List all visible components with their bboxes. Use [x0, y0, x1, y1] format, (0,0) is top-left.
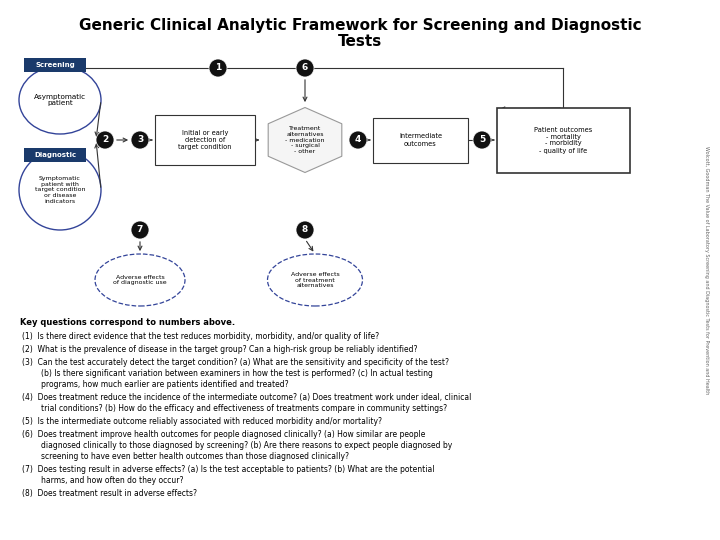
Text: Initial or early
detection of
target condition: Initial or early detection of target con… — [179, 130, 232, 150]
Text: Diagnostic: Diagnostic — [34, 152, 76, 158]
Text: 8: 8 — [302, 226, 308, 234]
Text: Screening: Screening — [35, 62, 75, 68]
Circle shape — [131, 131, 149, 149]
Circle shape — [296, 221, 314, 239]
FancyBboxPatch shape — [497, 108, 630, 173]
Text: Wolcott, Goodman The Value of Laboratory Screening and Diagnostic Tests for Prev: Wolcott, Goodman The Value of Laboratory… — [704, 146, 709, 394]
Circle shape — [96, 131, 114, 149]
Text: Adverse effects
of treatment
alternatives: Adverse effects of treatment alternative… — [291, 272, 339, 288]
Text: (8)  Does treatment result in adverse effects?: (8) Does treatment result in adverse eff… — [22, 489, 197, 498]
FancyBboxPatch shape — [373, 118, 468, 163]
Text: Treatment
alternatives
- medication
- surgical
- other: Treatment alternatives - medication - su… — [285, 126, 325, 154]
Text: Adverse effects
of diagnostic use: Adverse effects of diagnostic use — [113, 275, 167, 286]
Text: 5: 5 — [479, 136, 485, 145]
Text: trial conditions? (b) How do the efficacy and effectiveness of treatments compar: trial conditions? (b) How do the efficac… — [22, 404, 447, 413]
Text: harms, and how often do they occur?: harms, and how often do they occur? — [22, 476, 184, 485]
Text: 6: 6 — [302, 64, 308, 72]
Circle shape — [349, 131, 367, 149]
Text: 1: 1 — [215, 64, 221, 72]
Text: (2)  What is the prevalence of disease in the target group? Can a high-risk grou: (2) What is the prevalence of disease in… — [22, 345, 418, 354]
Text: 2: 2 — [102, 136, 108, 145]
Text: Intermediate
outcomes: Intermediate outcomes — [399, 133, 442, 146]
Circle shape — [473, 131, 491, 149]
Text: programs, how much earlier are patients identified and treated?: programs, how much earlier are patients … — [22, 380, 289, 389]
Text: (4)  Does treatment reduce the incidence of the intermediate outcome? (a) Does t: (4) Does treatment reduce the incidence … — [22, 393, 472, 402]
Text: Patient outcomes
- mortality
- morbidity
- quality of life: Patient outcomes - mortality - morbidity… — [534, 126, 593, 153]
Circle shape — [209, 59, 227, 77]
Text: (6)  Does treatment improve health outcomes for people diagnosed clinically? (a): (6) Does treatment improve health outcom… — [22, 430, 426, 439]
FancyBboxPatch shape — [24, 148, 86, 162]
Text: Tests: Tests — [338, 34, 382, 49]
Circle shape — [296, 59, 314, 77]
Text: Asymptomatic
patient: Asymptomatic patient — [34, 93, 86, 106]
Text: 4: 4 — [355, 136, 361, 145]
Text: Key questions correspond to numbers above.: Key questions correspond to numbers abov… — [20, 318, 235, 327]
Circle shape — [131, 221, 149, 239]
Text: 7: 7 — [137, 226, 143, 234]
Text: (3)  Can the test accurately detect the target condition? (a) What are the sensi: (3) Can the test accurately detect the t… — [22, 358, 449, 367]
Text: (7)  Does testing result in adverse effects? (a) Is the test acceptable to patie: (7) Does testing result in adverse effec… — [22, 465, 434, 474]
Text: (5)  Is the intermediate outcome reliably associated with reduced morbidity and/: (5) Is the intermediate outcome reliably… — [22, 417, 382, 426]
FancyBboxPatch shape — [155, 115, 255, 165]
FancyBboxPatch shape — [24, 58, 86, 72]
Text: (b) Is there significant variation between examiners in how the test is performe: (b) Is there significant variation betwe… — [22, 369, 433, 378]
Text: (1)  Is there direct evidence that the test reduces morbidity, morbidity, and/or: (1) Is there direct evidence that the te… — [22, 332, 379, 341]
Text: Symptomatic
patient with
target condition
or disease
indicators: Symptomatic patient with target conditio… — [35, 176, 85, 204]
Polygon shape — [268, 107, 342, 172]
Text: Generic Clinical Analytic Framework for Screening and Diagnostic: Generic Clinical Analytic Framework for … — [78, 18, 642, 33]
Text: screening to have even better health outcomes than those diagnosed clinically?: screening to have even better health out… — [22, 452, 349, 461]
Text: 3: 3 — [137, 136, 143, 145]
Text: diagnosed clinically to those diagnosed by screening? (b) Are there reasons to e: diagnosed clinically to those diagnosed … — [22, 441, 452, 450]
